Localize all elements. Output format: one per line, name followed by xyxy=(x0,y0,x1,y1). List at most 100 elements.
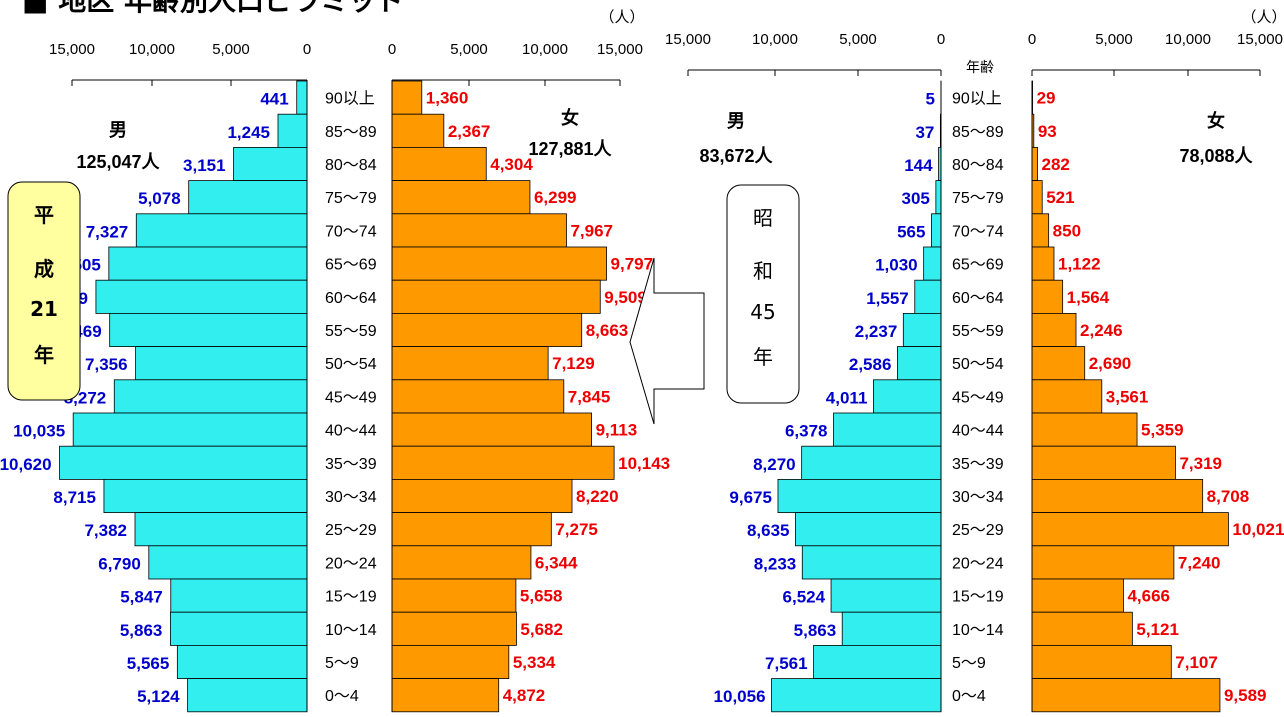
female-bar xyxy=(391,412,592,447)
male-value-label: 7,382 xyxy=(84,521,127,540)
female-value-label: 5,334 xyxy=(513,653,556,672)
age-group-label: 40～44 xyxy=(325,423,377,440)
female-value-label: 4,304 xyxy=(490,155,533,174)
male-bar xyxy=(830,578,942,613)
male-value-label: 144 xyxy=(904,156,933,175)
female-legend-label: 女 xyxy=(1207,110,1225,131)
male-bar xyxy=(813,645,942,680)
female-bar xyxy=(1031,645,1172,680)
male-bar xyxy=(296,80,308,115)
era-label-text: 成 xyxy=(34,257,54,281)
age-group-label: 90以上 xyxy=(325,90,375,108)
male-total-label: 125,047人 xyxy=(76,152,160,172)
male-value-label: 5,124 xyxy=(137,687,180,706)
female-bar xyxy=(1031,146,1038,181)
male-bar xyxy=(935,180,942,215)
female-axis-tick-label: 10,000 xyxy=(522,41,568,58)
male-bar xyxy=(135,213,308,248)
female-value-label: 5,658 xyxy=(520,587,563,606)
female-value-label: 1,122 xyxy=(1058,255,1101,274)
era-label-text: 年 xyxy=(34,343,54,367)
female-value-label: 7,240 xyxy=(1178,553,1221,572)
age-group-label: 80～84 xyxy=(952,157,1004,174)
male-bar xyxy=(176,645,308,680)
male-value-label: 5,565 xyxy=(127,654,170,673)
age-group-label: 65～69 xyxy=(952,257,1004,274)
era-label-box xyxy=(7,181,81,401)
male-value-label: 5,863 xyxy=(120,621,163,640)
age-group-label: 5～9 xyxy=(325,655,359,672)
era-label-text: 和 xyxy=(753,259,773,283)
male-axis-tick-label: 5,000 xyxy=(212,41,250,58)
female-value-label: 850 xyxy=(1053,221,1081,240)
age-group-label: 80～84 xyxy=(325,157,377,174)
female-axis-tick-label: 15,000 xyxy=(1237,31,1283,48)
unit-label: （人） xyxy=(1241,8,1284,26)
male-value-label: 3,151 xyxy=(183,156,226,175)
era-label-text: 平 xyxy=(34,203,54,227)
age-group-label: 30～34 xyxy=(325,489,377,506)
female-value-label: 3,561 xyxy=(1106,387,1149,406)
age-group-label: 45～49 xyxy=(952,389,1004,406)
male-bar xyxy=(841,611,942,646)
age-group-label: 15～19 xyxy=(325,589,377,606)
age-group-label: 55～59 xyxy=(325,323,377,340)
female-bar xyxy=(1031,213,1050,248)
female-value-label: 7,107 xyxy=(1175,653,1218,672)
age-group-label: 90以上 xyxy=(952,90,1002,108)
era-label-text: 45 xyxy=(750,300,775,324)
male-bar xyxy=(134,512,308,547)
age-group-label: 55～59 xyxy=(952,323,1004,340)
female-bar xyxy=(391,146,487,181)
male-value-label: 8,270 xyxy=(753,455,796,474)
age-group-label: 40～44 xyxy=(952,423,1004,440)
age-group-label: 15～19 xyxy=(952,589,1004,606)
age-group-label: 30～34 xyxy=(952,489,1004,506)
pyramid-panel-1: 15,000 10,000 5,000 0 0 5,000 10,000 15,000 （人） 9… xyxy=(0,8,670,713)
age-group-label: 70～74 xyxy=(325,223,377,240)
female-bar xyxy=(1031,246,1055,281)
male-value-label: 10,620 xyxy=(0,455,52,474)
female-bar xyxy=(391,279,601,314)
female-axis-tick-label: 0 xyxy=(1028,31,1036,48)
female-bar xyxy=(391,678,500,713)
male-bar xyxy=(170,578,308,613)
male-bar xyxy=(113,379,308,414)
female-value-label: 5,359 xyxy=(1141,421,1184,440)
female-value-label: 2,690 xyxy=(1089,354,1132,373)
age-group-label: 0～4 xyxy=(325,688,359,705)
male-value-label: 5 xyxy=(925,90,934,109)
male-bar xyxy=(72,412,308,447)
male-bar xyxy=(109,312,308,347)
female-value-label: 6,299 xyxy=(534,188,577,207)
female-value-label: 9,589 xyxy=(1224,686,1267,705)
female-bar xyxy=(391,346,549,381)
era-label-text: 21 xyxy=(30,297,58,321)
age-group-label: 35～39 xyxy=(325,456,377,473)
page-title: ■ 地区 年齢別人口ピラミッド xyxy=(22,0,404,17)
age-group-label: 75～79 xyxy=(325,190,377,207)
female-bar xyxy=(1031,578,1124,613)
female-bar xyxy=(391,611,517,646)
male-bar xyxy=(187,678,308,713)
female-bar xyxy=(391,545,532,580)
female-total-label: 78,088人 xyxy=(1179,146,1253,166)
female-bar xyxy=(1031,379,1103,414)
female-axis-tick-label: 0 xyxy=(388,41,396,58)
female-value-label: 10,021 xyxy=(1232,520,1284,539)
male-value-label: 7,561 xyxy=(765,654,808,673)
male-bar xyxy=(103,478,308,513)
male-value-label: 7,327 xyxy=(86,222,129,241)
female-value-label: 6,344 xyxy=(535,553,578,572)
male-value-label: 10,056 xyxy=(714,687,766,706)
female-bar xyxy=(391,246,607,281)
female-bar xyxy=(391,578,517,613)
male-axis-tick-label: 5,000 xyxy=(839,31,877,48)
female-bar xyxy=(1031,512,1229,547)
female-value-label: 2,246 xyxy=(1080,321,1123,340)
female-value-label: 7,845 xyxy=(568,387,611,406)
female-bar xyxy=(391,478,573,513)
female-value-label: 9,797 xyxy=(611,255,654,274)
male-value-label: 4,011 xyxy=(826,388,868,407)
male-value-label: 5,078 xyxy=(138,189,181,208)
